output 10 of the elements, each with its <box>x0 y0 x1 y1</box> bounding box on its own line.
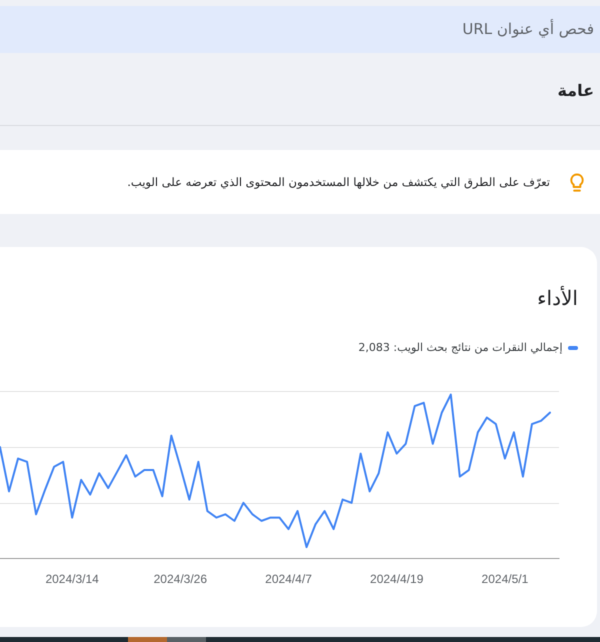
legend-label: إجمالي النقرات من نتائج بحث الويب: 2,083 <box>358 340 562 354</box>
x-tick-label: 2024/4/7 <box>265 572 312 586</box>
x-tick-label: 2024/4/19 <box>370 572 424 586</box>
chart-title: الأداء <box>537 285 578 310</box>
text: فحص أي عنوان URL <box>462 18 594 40</box>
text: تعرّف على الطرق التي يكتشف من خلالها المستخدمون المحتوى الذي تعرضه على الويب. <box>127 174 550 191</box>
text: عامة <box>557 81 594 100</box>
x-tick-label: 2024/3/14 <box>45 572 100 586</box>
x-tick-label: 2024/5/1 <box>482 572 529 586</box>
x-tick-label: 2024/3/26 <box>154 572 208 586</box>
